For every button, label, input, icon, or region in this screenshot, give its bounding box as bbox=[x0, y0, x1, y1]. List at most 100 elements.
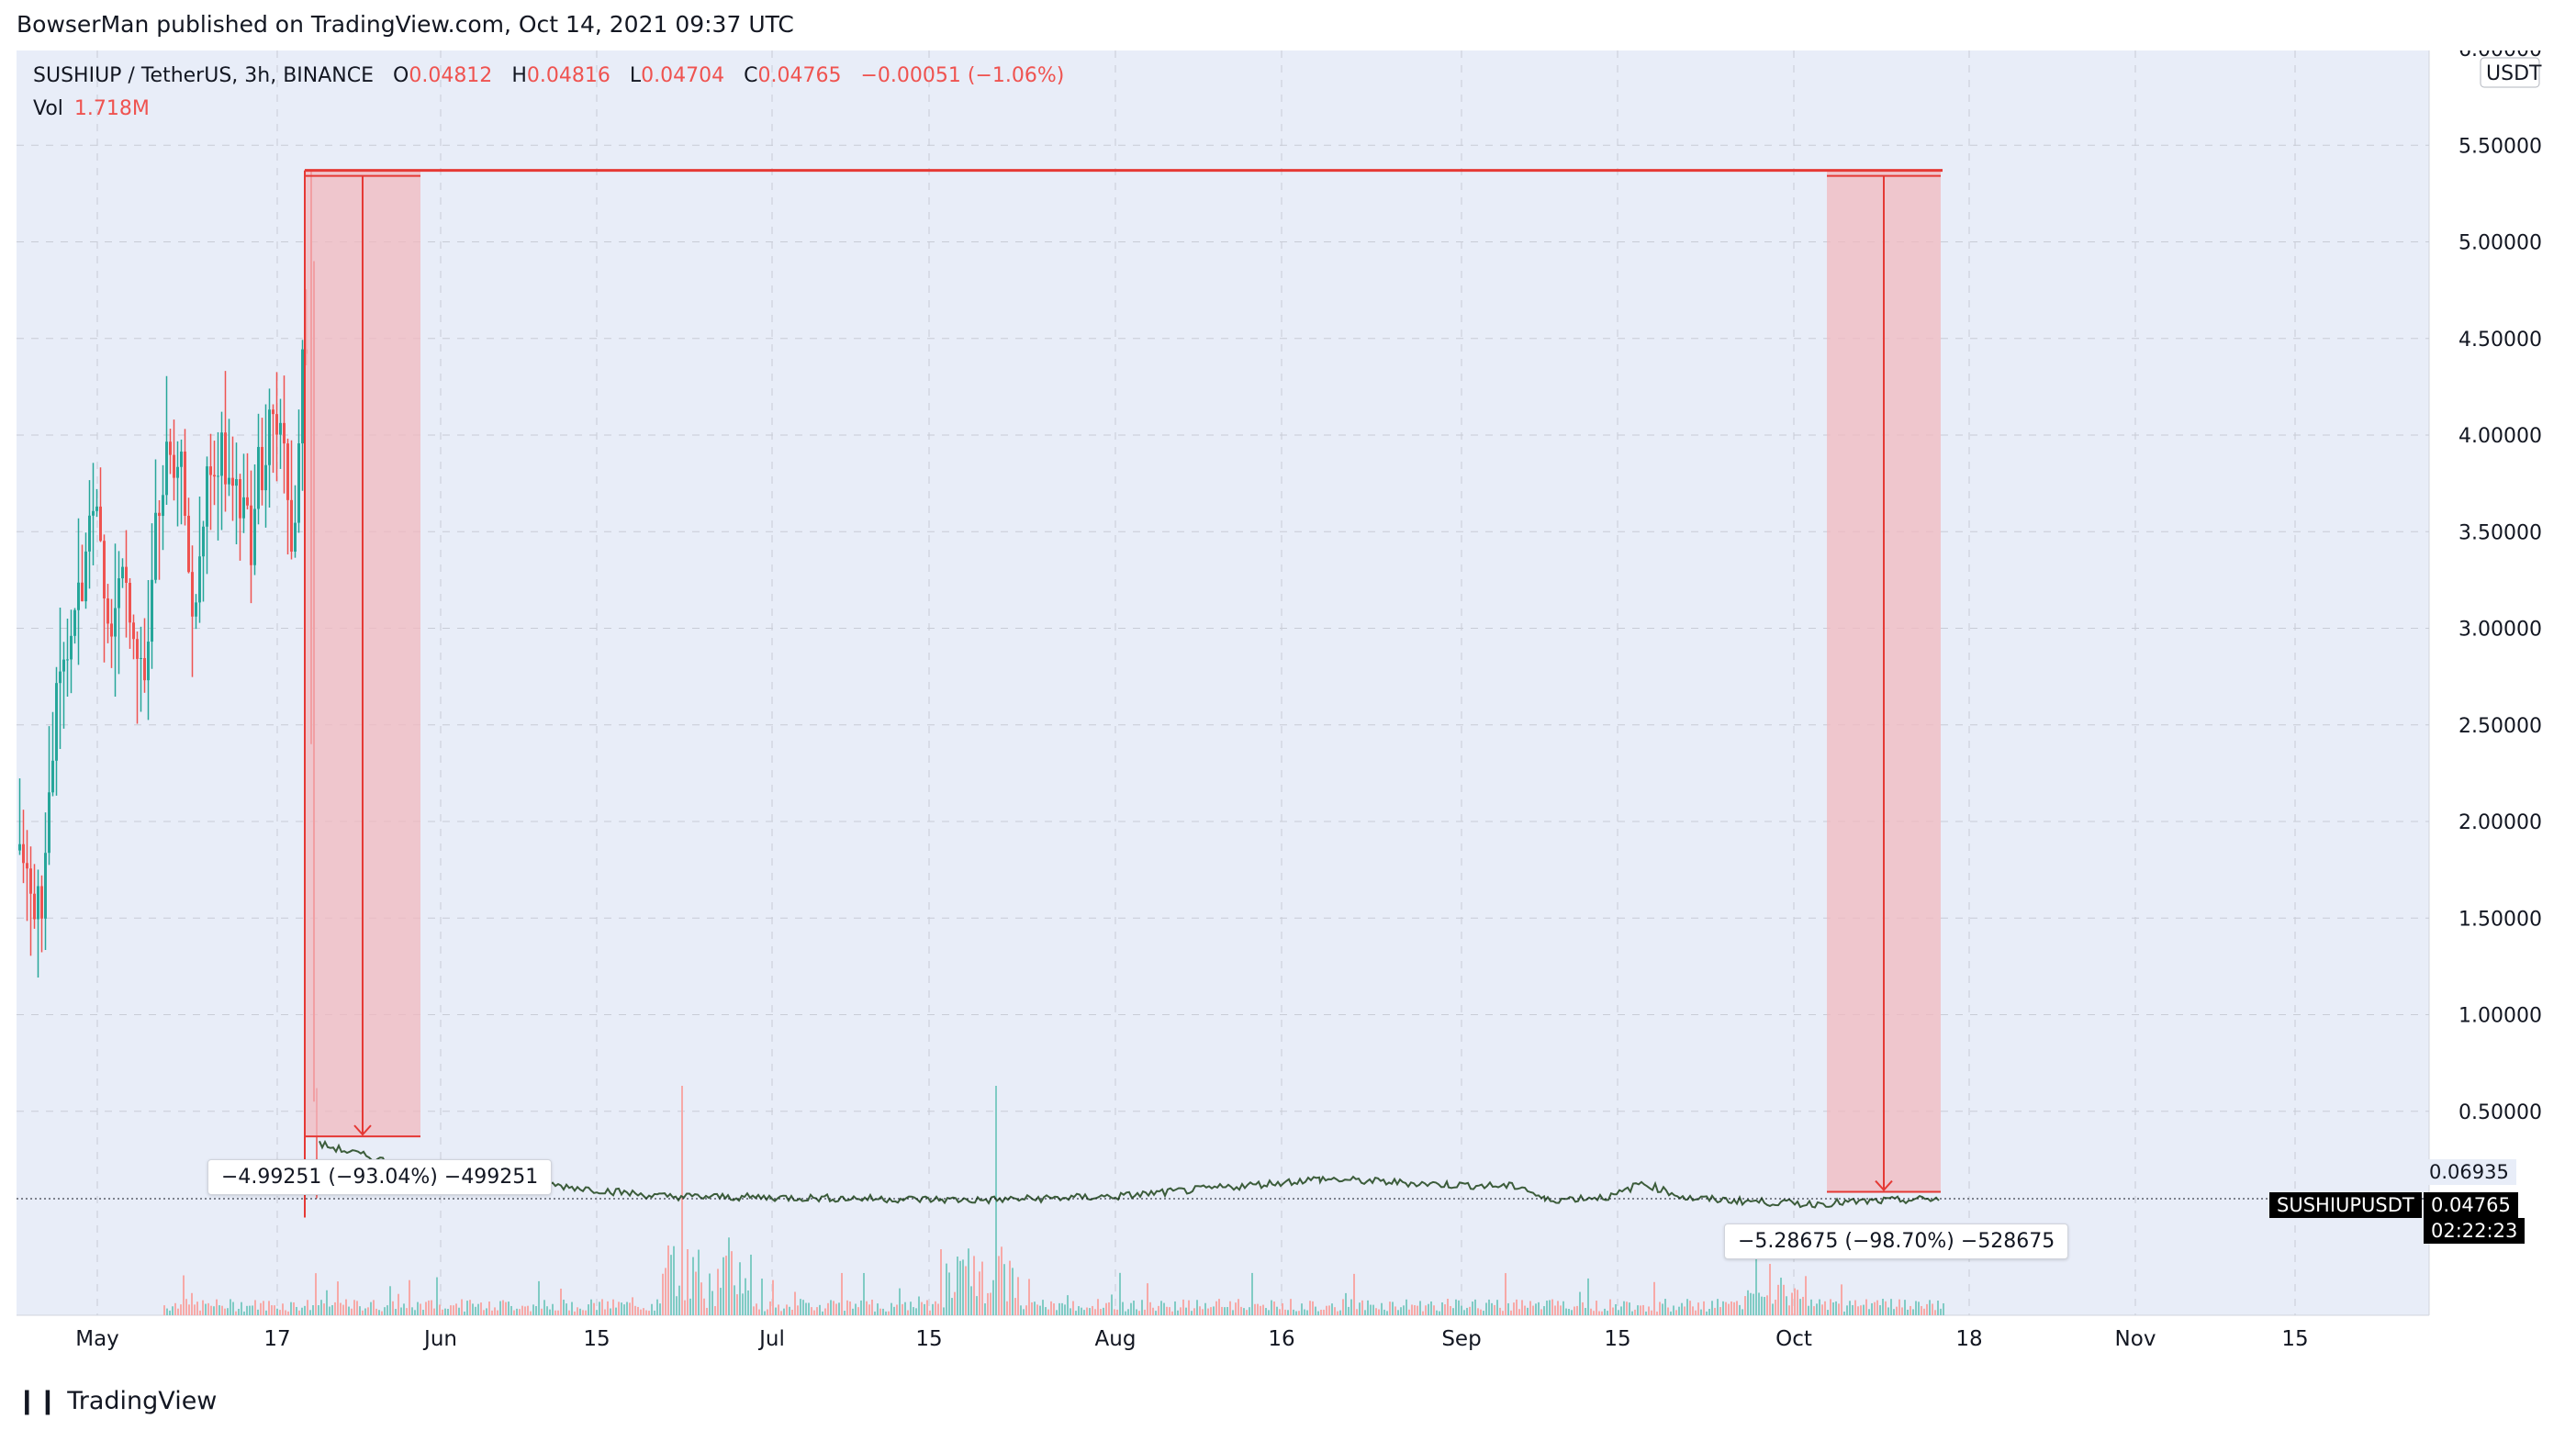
candle-body bbox=[235, 479, 238, 486]
candle-body bbox=[213, 475, 216, 477]
volume-bar bbox=[822, 1311, 823, 1315]
volume-bar bbox=[1510, 1310, 1512, 1315]
volume-bar bbox=[505, 1302, 507, 1315]
volume-bar bbox=[1730, 1301, 1732, 1315]
volume-bar bbox=[1447, 1299, 1449, 1315]
volume-bar bbox=[1141, 1300, 1143, 1315]
volume-bar bbox=[778, 1304, 779, 1315]
volume-bar bbox=[1400, 1307, 1402, 1315]
volume-bar bbox=[1921, 1306, 1922, 1315]
volume-bar bbox=[1001, 1246, 1002, 1315]
volume-bar bbox=[662, 1273, 664, 1315]
time-tick-label: Nov bbox=[2115, 1327, 2156, 1351]
volume-bar bbox=[1499, 1307, 1501, 1315]
volume-bar bbox=[640, 1309, 642, 1315]
volume-bar bbox=[488, 1302, 490, 1315]
time-tick-label: Aug bbox=[1095, 1327, 1137, 1351]
volume-bar bbox=[199, 1310, 201, 1315]
volume-bar bbox=[406, 1308, 408, 1315]
volume-bar bbox=[1444, 1304, 1446, 1315]
candle-body bbox=[220, 432, 223, 476]
volume-bar bbox=[1791, 1292, 1793, 1315]
volume-bar bbox=[1805, 1276, 1807, 1315]
price-tag-last: 0.04765 bbox=[2424, 1192, 2518, 1218]
volume-bar bbox=[970, 1286, 972, 1315]
candle-body bbox=[253, 508, 256, 565]
price-chart[interactable]: 6.000005.500005.000004.500004.000003.500… bbox=[17, 50, 2558, 1381]
volume-bar bbox=[279, 1310, 281, 1315]
volume-bar bbox=[574, 1311, 576, 1315]
volume-bar bbox=[678, 1285, 680, 1315]
volume-bar bbox=[929, 1310, 931, 1315]
volume-bar bbox=[1361, 1300, 1363, 1315]
volume-bar bbox=[1204, 1302, 1206, 1315]
candle-body bbox=[290, 499, 293, 552]
candle-body bbox=[228, 477, 230, 485]
volume-bar bbox=[1058, 1302, 1060, 1315]
volume-bar bbox=[1934, 1310, 1936, 1315]
volume-bar bbox=[651, 1303, 653, 1315]
volume-bar bbox=[1386, 1311, 1388, 1315]
volume-bar bbox=[1585, 1308, 1586, 1315]
volume-bar bbox=[706, 1307, 708, 1315]
volume-bar bbox=[1885, 1301, 1887, 1315]
candle-body bbox=[129, 583, 131, 623]
volume-bar bbox=[1191, 1311, 1193, 1315]
volume-bar bbox=[304, 1305, 306, 1315]
volume-bar bbox=[745, 1278, 746, 1315]
volume-bar bbox=[1549, 1300, 1551, 1315]
volume-bar bbox=[194, 1304, 196, 1315]
volume-bar bbox=[274, 1305, 275, 1315]
measure-label-2[interactable]: −5.28675 (−98.70%) −528675 bbox=[1724, 1223, 2069, 1259]
volume-bar bbox=[210, 1305, 212, 1315]
volume-bar bbox=[221, 1305, 223, 1315]
volume-bar bbox=[1736, 1301, 1738, 1315]
legend-volume-label[interactable]: Vol bbox=[33, 97, 63, 120]
candle-body bbox=[239, 479, 241, 519]
volume-bar bbox=[202, 1300, 204, 1315]
volume-bar bbox=[1629, 1302, 1630, 1315]
volume-bar bbox=[532, 1304, 534, 1315]
volume-bar bbox=[761, 1279, 763, 1315]
volume-bar bbox=[1218, 1299, 1220, 1315]
volume-bar bbox=[1695, 1310, 1697, 1315]
volume-bar bbox=[1579, 1291, 1581, 1315]
volume-bar bbox=[1171, 1311, 1173, 1315]
volume-bar bbox=[846, 1300, 848, 1315]
volume-bar bbox=[1053, 1303, 1055, 1315]
volume-bar bbox=[1064, 1304, 1066, 1315]
chart-area[interactable]: 6.000005.500005.000004.500004.000003.500… bbox=[17, 50, 2558, 1381]
volume-bar bbox=[676, 1296, 678, 1315]
volume-bar bbox=[1254, 1303, 1256, 1315]
candle-body bbox=[162, 495, 164, 517]
volume-bar bbox=[1612, 1307, 1614, 1315]
volume-bar bbox=[695, 1271, 697, 1315]
volume-bar bbox=[1130, 1302, 1132, 1315]
time-tick-label: 15 bbox=[915, 1327, 942, 1351]
volume-bar bbox=[918, 1296, 920, 1315]
candles bbox=[18, 170, 318, 1199]
time-tick-label: 18 bbox=[1955, 1327, 1982, 1351]
legend-symbol[interactable]: SUSHIUP / TetherUS, 3h, BINANCE bbox=[33, 64, 375, 87]
volume-bar bbox=[1551, 1299, 1553, 1315]
volume-bar bbox=[1323, 1309, 1325, 1315]
time-tick-label: 15 bbox=[583, 1327, 610, 1351]
volume-bar bbox=[174, 1302, 176, 1315]
volume-bar bbox=[1383, 1309, 1385, 1315]
volume-bar bbox=[1593, 1311, 1595, 1315]
volume-bar bbox=[1472, 1302, 1473, 1315]
volume-bar bbox=[296, 1306, 297, 1315]
volume-bar bbox=[1587, 1278, 1589, 1315]
candle-body bbox=[55, 683, 58, 761]
volume-bar bbox=[1433, 1305, 1435, 1315]
volume-bar bbox=[301, 1307, 303, 1315]
candle-body bbox=[95, 506, 98, 511]
volume-bar bbox=[615, 1307, 617, 1315]
legend-change-value: −0.00051 (−1.06%) bbox=[860, 64, 1065, 87]
volume-bar bbox=[1852, 1304, 1854, 1315]
volume-bar bbox=[1868, 1309, 1870, 1315]
volume-bar bbox=[1160, 1301, 1162, 1315]
volume-bar bbox=[1430, 1301, 1432, 1315]
measure-label-1[interactable]: −4.99251 (−93.04%) −499251 bbox=[207, 1159, 553, 1195]
legend-open-value: 0.04812 bbox=[409, 64, 493, 87]
